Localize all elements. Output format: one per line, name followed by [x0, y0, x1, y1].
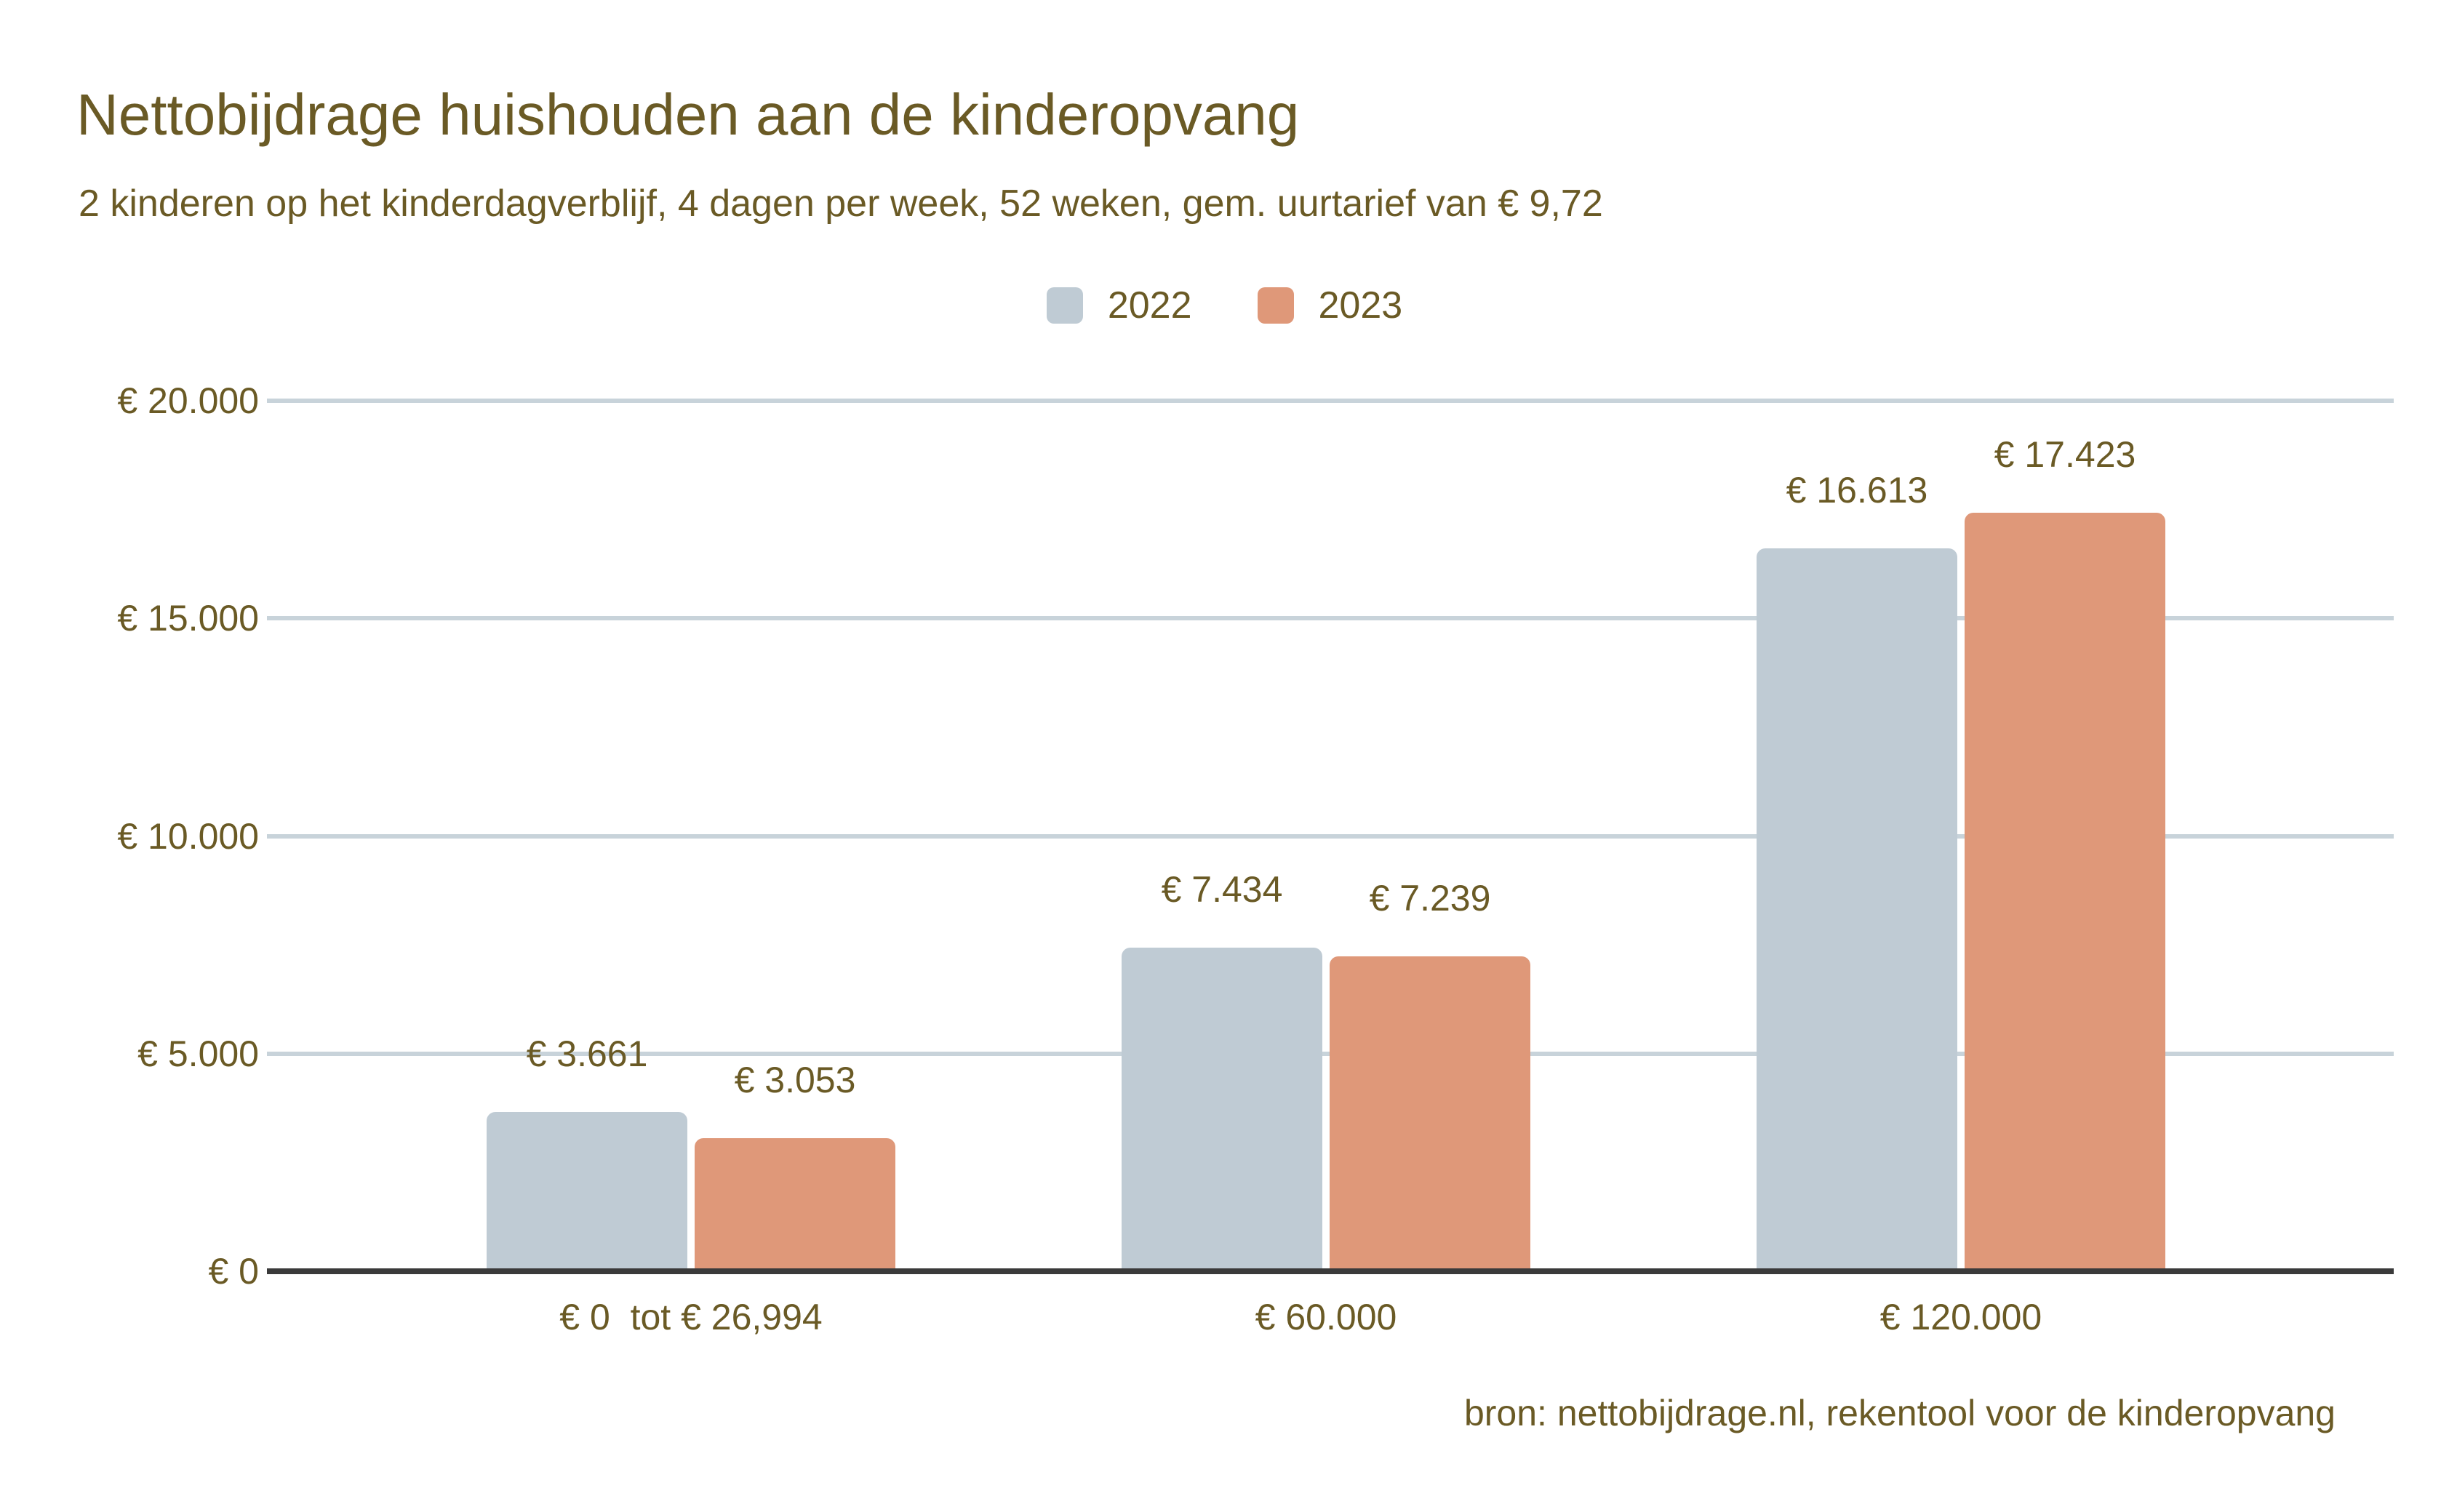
legend-swatch-2023: [1257, 287, 1294, 324]
source-note: bron: nettobijdrage.nl, rekentool voor d…: [1463, 1393, 2336, 1433]
bar-value-label-2022-group1: € 3.661: [526, 1033, 648, 1074]
legend-label-2022: 2022: [1107, 284, 1192, 327]
chart-subtitle: 2 kinderen op het kinderdagverblijf, 4 d…: [79, 183, 1603, 225]
legend: 2022 2023: [0, 285, 2449, 326]
y-tick-label: € 20.000: [117, 380, 259, 421]
x-tick-label-group1: € 0 tot € 26,994: [559, 1297, 823, 1337]
bar-value-label-2023-group1: € 3.053: [734, 1060, 856, 1100]
bar-value-label-2023-group3: € 17.423: [1994, 434, 2136, 475]
x-axis: € 0 tot € 26,994 € 60.000 € 120.000: [0, 1299, 2449, 1343]
gridline-10000: [267, 833, 2394, 839]
legend-swatch-2022: [1046, 287, 1083, 324]
x-axis-baseline: [267, 1268, 2394, 1274]
gridline-15000: [267, 616, 2394, 621]
y-tick-label: € 10.000: [117, 815, 259, 857]
legend-item-2023: 2023: [1257, 284, 1403, 327]
legend-label-2023: 2023: [1318, 284, 1403, 327]
gridline-20000: [267, 399, 2394, 403]
y-tick-label: € 5.000: [137, 1033, 259, 1074]
plot-area: € 3.661 € 7.434 € 16.613 € 3.053 € 7.239 € 17…: [267, 399, 2394, 1274]
legend-item-2022: 2022: [1046, 284, 1192, 327]
y-tick-label: € 0: [208, 1251, 259, 1292]
bar-value-label-2022-group2: € 7.434: [1161, 869, 1283, 910]
x-tick-label-group3: € 120.000: [1879, 1297, 2042, 1337]
bar-2022-group3: [1757, 548, 1957, 1271]
bar-2022-group1: [487, 1112, 687, 1271]
x-tick-label-group2: € 60.000: [1255, 1297, 1397, 1337]
bar-value-label-2022-group3: € 16.613: [1786, 470, 1928, 511]
bar-2022-group2: [1122, 948, 1322, 1271]
bar-2023-group2: [1330, 956, 1530, 1271]
bar-2023-group3: [1965, 513, 2165, 1271]
chart-title: Nettobijdrage huishouden aan de kinderop…: [76, 82, 1300, 147]
y-tick-label: € 15.000: [117, 598, 259, 639]
bar-value-label-2023-group2: € 7.239: [1369, 878, 1491, 919]
bar-2023-group1: [695, 1138, 895, 1271]
y-axis: € 0 € 5.000 € 10.000 € 15.000 € 20.000: [0, 383, 259, 1289]
